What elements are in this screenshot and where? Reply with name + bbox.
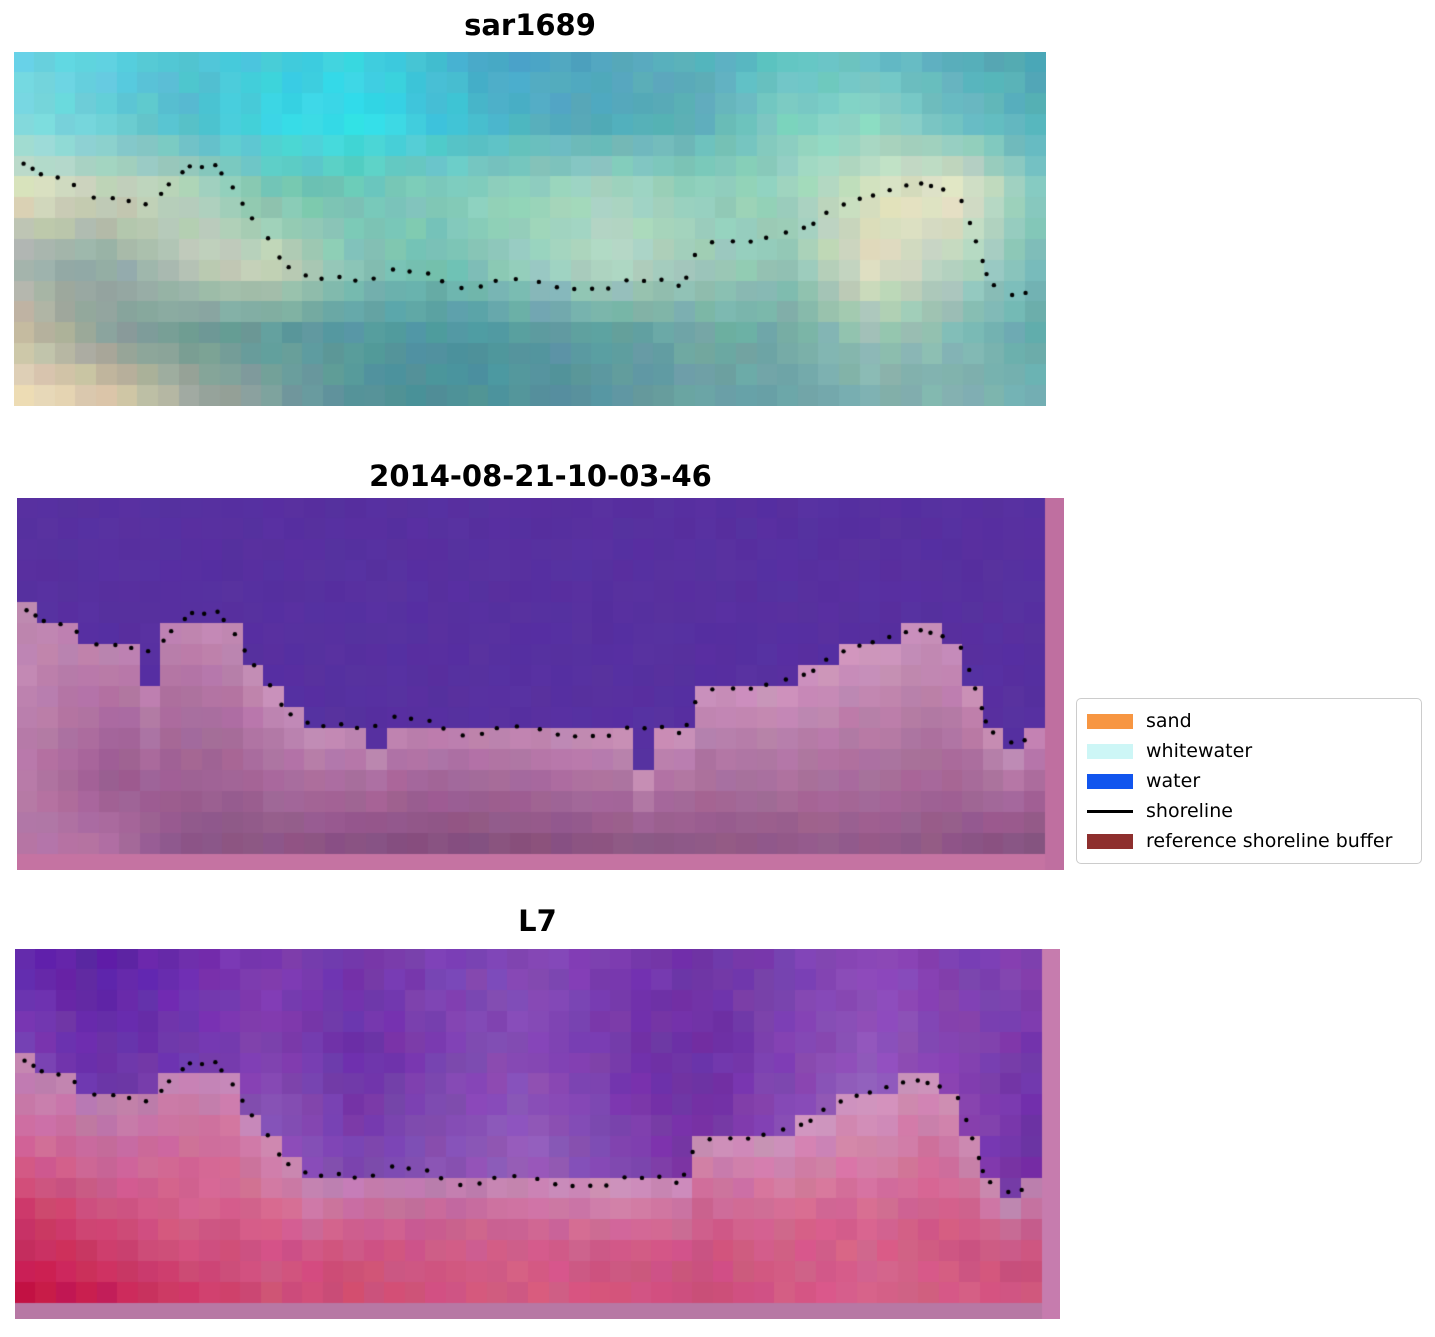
- legend-item-reference-shoreline-buffer: reference shoreline buffer: [1087, 826, 1411, 856]
- sand-swatch: [1087, 713, 1133, 729]
- legend-label: reference shoreline buffer: [1146, 830, 1393, 852]
- legend-label: shoreline: [1146, 800, 1233, 822]
- legend-item-shoreline: shoreline: [1087, 796, 1411, 826]
- whitewater-swatch: [1087, 743, 1133, 759]
- shoreline-line-swatch: [1087, 809, 1133, 813]
- legend-item-sand: sand: [1087, 706, 1411, 736]
- legend-label: sand: [1146, 710, 1192, 732]
- water-swatch: [1087, 773, 1133, 789]
- legend-label: water: [1146, 770, 1201, 792]
- legend-item-water: water: [1087, 766, 1411, 796]
- legend-item-whitewater: whitewater: [1087, 736, 1411, 766]
- classification-image: [17, 498, 1064, 870]
- l7-image: [15, 949, 1060, 1319]
- panel-title-classification: 2014-08-21-10-03-46: [369, 459, 712, 493]
- sar1689-image: [14, 52, 1046, 406]
- legend-box: sand whitewater water shoreline reference sh…: [1076, 698, 1422, 864]
- reference-shoreline-buffer-swatch: [1087, 833, 1133, 849]
- panel-title-sar1689: sar1689: [464, 8, 596, 42]
- legend-label: whitewater: [1146, 740, 1253, 762]
- panel-title-l7: L7: [518, 904, 557, 938]
